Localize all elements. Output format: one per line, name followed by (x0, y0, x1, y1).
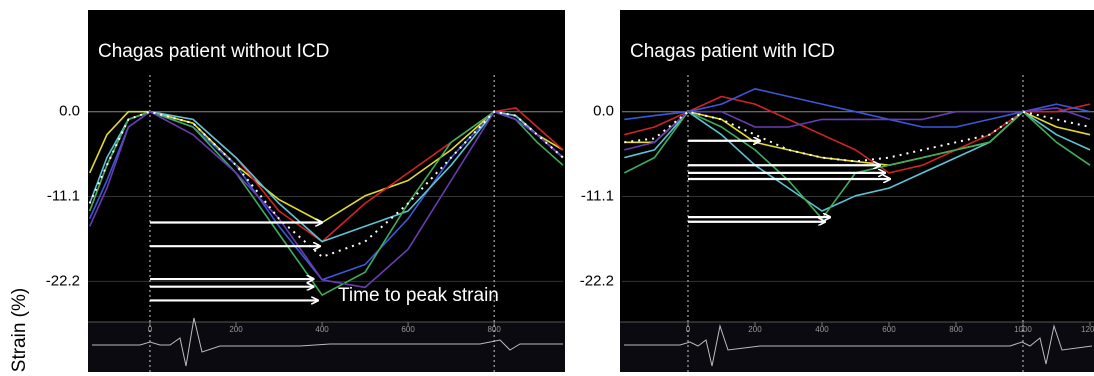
y-tick-label: 0.0 (59, 103, 80, 120)
x-tick-label: 800 (949, 325, 963, 334)
chart-title: Chagas patient without ICD (98, 41, 329, 62)
y-tick-label: -11.1 (47, 188, 80, 205)
y-tick-label: 0.0 (593, 103, 614, 120)
y-tick-label: -11.1 (581, 188, 614, 205)
y-tick-label: -22.2 (46, 272, 80, 289)
x-tick-label: 600 (882, 325, 896, 334)
x-tick-label: 200 (748, 325, 762, 334)
panel-left (88, 10, 565, 372)
x-tick-label: 1200 (1081, 325, 1094, 334)
annotation: Time to peak strain (338, 285, 499, 306)
x-tick-label: 600 (401, 325, 415, 334)
y-tick-label: -22.2 (580, 272, 614, 289)
x-tick-label: 400 (815, 325, 829, 334)
x-tick-label: 400 (315, 325, 329, 334)
x-tick-label: 200 (229, 325, 243, 334)
y-axis-label: Strain (%) (9, 288, 30, 372)
figure: Strain (%) Chagas patient without ICD Ch… (0, 0, 1094, 376)
chart-title: Chagas patient with ICD (630, 41, 835, 62)
